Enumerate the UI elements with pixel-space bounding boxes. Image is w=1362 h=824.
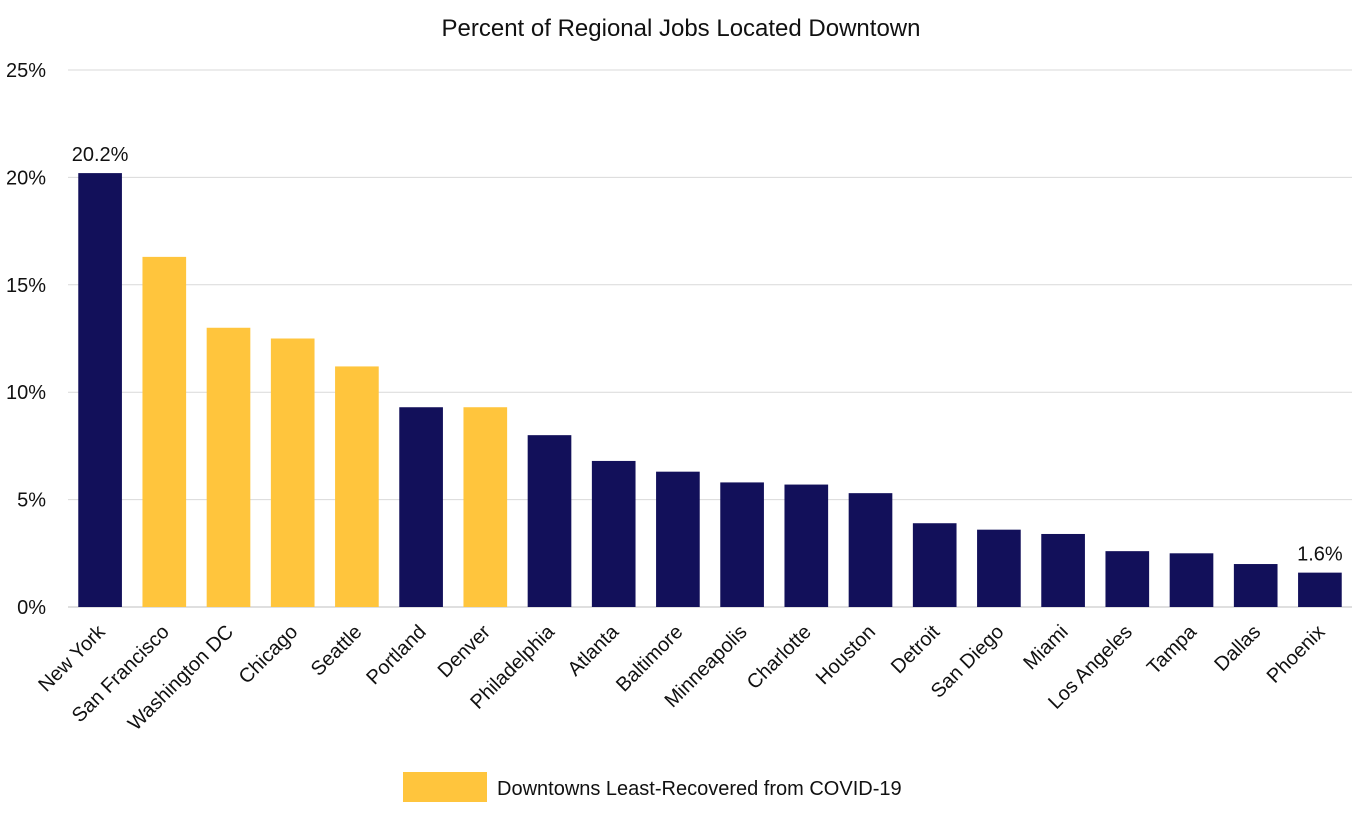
bars [78,173,1342,607]
legend-swatch [403,772,487,802]
bar-chicago [270,338,315,607]
bar-detroit [912,523,957,607]
x-tick-label: Seattle [307,621,367,681]
y-tick-label: 20% [6,167,46,189]
chart-title: Percent of Regional Jobs Located Downtow… [442,15,921,42]
x-tick-label: Dallas [1210,621,1265,676]
bar-houston [848,493,893,607]
y-tick-label: 0% [17,597,46,619]
bar-denver [463,407,508,607]
bar-washington-dc [206,327,251,607]
bar-atlanta [591,460,636,607]
bar-miami [1041,533,1085,607]
x-tick-label: Portland [362,621,430,689]
bar-san-diego [977,529,1021,607]
data-labels: 20.2% 1.6% [72,144,1343,566]
bar-tampa [1169,553,1214,607]
bar-portland [399,407,443,607]
y-tick-label: 5% [17,490,46,512]
x-tick-label: Phoenix [1263,621,1330,688]
x-tick-label: Miami [1019,621,1072,674]
x-tick-label: Detroit [887,621,945,679]
legend-label: Downtowns Least-Recovered from COVID-19 [497,778,902,800]
y-tick-label: 25% [6,60,46,82]
bar-philadelphia [527,435,572,607]
x-tick-label: Chicago [235,621,302,688]
x-tick-label: Houston [812,621,880,689]
x-tick-label: Denver [434,621,495,682]
bar-dallas [1233,564,1278,607]
x-tick-label: Charlotte [743,621,816,694]
y-tick-label: 10% [6,382,46,404]
legend: Downtowns Least-Recovered from COVID-19 [403,772,902,802]
bar-seattle [335,366,379,607]
y-axis-ticks: 0% 5% 10% 15% 20% 25% [6,60,46,619]
bar-los-angeles [1105,551,1150,607]
x-tick-label: Atlanta [564,620,624,680]
gridlines [68,69,1352,608]
bar-phoenix [1298,572,1342,607]
bar-new-york [78,173,122,607]
bar-san-francisco [142,256,187,607]
x-tick-label: Tampa [1143,620,1202,679]
bar-charlotte [784,484,829,607]
data-label: 1.6% [1297,544,1343,566]
bar-minneapolis [720,482,764,607]
y-tick-label: 15% [6,275,46,297]
data-label: 20.2% [72,144,129,166]
bar-baltimore [656,471,700,607]
